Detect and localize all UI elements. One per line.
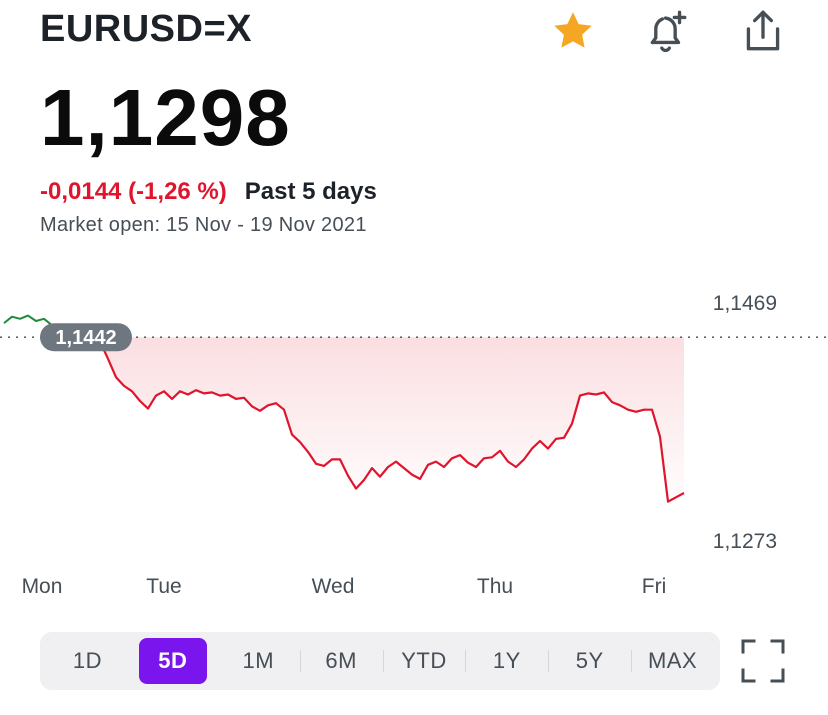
- range-5d-button[interactable]: 5D: [138, 638, 207, 684]
- change-line: -0,0144 (-1,26 %) Past 5 days: [40, 178, 377, 206]
- range-6m-button[interactable]: 6M: [299, 638, 383, 684]
- previous-close-badge: [40, 323, 132, 352]
- price-line-down: [91, 335, 685, 503]
- x-axis-label-tue: Tue: [146, 575, 181, 598]
- previous-close-label: 1,1442: [55, 327, 116, 349]
- x-axis-label-thu: Thu: [477, 575, 513, 598]
- range-5y-button[interactable]: 5Y: [548, 638, 631, 684]
- range-1y-button[interactable]: 1Y: [465, 638, 548, 684]
- star-icon[interactable]: [548, 6, 598, 56]
- period-label: Past 5 days: [244, 178, 377, 205]
- fullscreen-icon[interactable]: [740, 638, 786, 684]
- range-max-button[interactable]: MAX: [631, 638, 714, 684]
- share-icon[interactable]: [738, 6, 788, 56]
- current-price: 1,1298: [40, 73, 291, 162]
- high-label: 1,1469: [713, 292, 777, 315]
- low-label: 1,1273: [713, 530, 777, 553]
- ticker-title: EURUSD=X: [40, 8, 252, 50]
- x-axis-label-mon: Mon: [22, 575, 63, 598]
- range-1d-button[interactable]: 1D: [72, 648, 102, 673]
- market-status: Market open: 15 Nov - 19 Nov 2021: [40, 214, 367, 236]
- range-ytd-button[interactable]: YTD: [382, 638, 466, 684]
- x-axis-label-fri: Fri: [642, 575, 667, 598]
- range-1m-button[interactable]: 1M: [242, 648, 275, 673]
- range-selector: 1D 5D 1M 6M YTD 1Y 5Y MAX: [40, 632, 720, 690]
- price-change: -0,0144 (-1,26 %): [40, 178, 227, 205]
- bell-plus-icon[interactable]: [641, 6, 691, 56]
- x-axis-label-wed: Wed: [312, 575, 355, 598]
- price-chart[interactable]: 1,1442 1,1469 1,1273 Mon Tue Wed Thu Fri: [0, 280, 828, 610]
- down-area-fill: [92, 337, 684, 502]
